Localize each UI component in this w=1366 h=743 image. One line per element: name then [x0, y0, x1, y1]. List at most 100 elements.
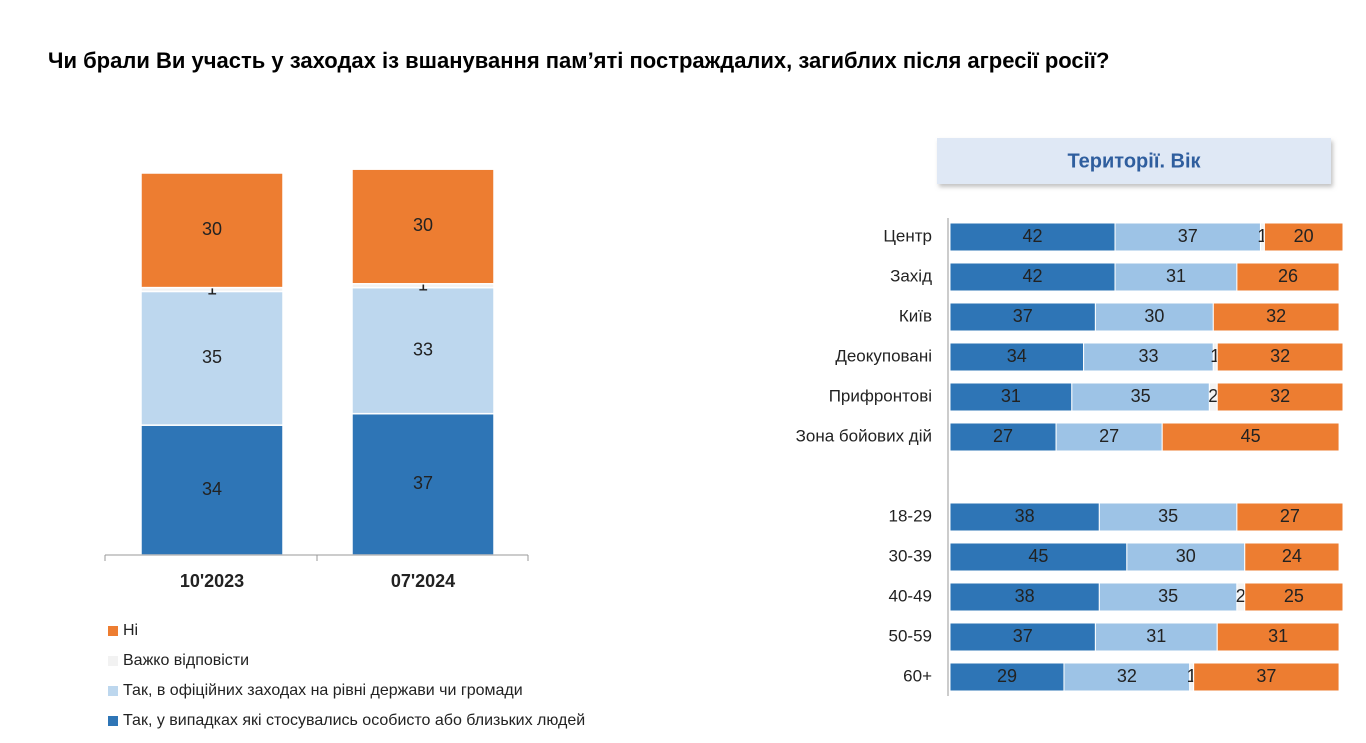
bar-segment — [949, 422, 1057, 452]
legend-swatch — [108, 656, 118, 666]
data-label: 45 — [1241, 426, 1261, 446]
legend-swatch — [108, 716, 118, 726]
bar-segment — [1098, 502, 1238, 532]
legend-label: Важко відповісти — [123, 652, 249, 669]
data-label: 1 — [1210, 346, 1220, 366]
bar-segment — [949, 502, 1100, 532]
data-label: 30 — [202, 219, 222, 239]
y-tick-label: 30-39 — [889, 546, 932, 565]
data-label: 27 — [1280, 506, 1300, 526]
bar-segment — [949, 382, 1073, 412]
y-tick-label: Центр — [883, 226, 932, 245]
y-tick-label: Захід — [890, 266, 932, 285]
bar-segment — [1098, 582, 1238, 612]
data-label: 31 — [1166, 266, 1186, 286]
bar-segment — [949, 582, 1100, 612]
bar-segment — [1193, 662, 1340, 692]
bar-segment — [1083, 342, 1214, 372]
data-label: 27 — [993, 426, 1013, 446]
data-label: 30 — [1176, 546, 1196, 566]
bar-segment — [1244, 582, 1344, 612]
data-label: 30 — [413, 215, 433, 235]
legend-label: Так, в офіційних заходах на рівні держав… — [123, 682, 523, 699]
data-label: 34 — [1007, 346, 1027, 366]
bar-segment — [1244, 542, 1340, 572]
data-label: 1 — [1257, 226, 1267, 246]
data-label: 27 — [1099, 426, 1119, 446]
data-label: 42 — [1023, 226, 1043, 246]
bar-segment — [1216, 382, 1344, 412]
data-label: 37 — [1013, 626, 1033, 646]
bar-segment — [351, 168, 495, 285]
bar-segment — [949, 622, 1096, 652]
data-label: 32 — [1270, 346, 1290, 366]
data-label: 33 — [413, 339, 433, 359]
panel-title: Території. Вік — [1067, 150, 1201, 172]
y-tick-label: 50-59 — [889, 626, 932, 645]
bar-segment — [949, 342, 1085, 372]
data-label: 31 — [1268, 626, 1288, 646]
bar-segment — [1216, 342, 1344, 372]
bar-segment — [949, 302, 1096, 332]
data-label: 35 — [1158, 506, 1178, 526]
x-tick-label: 07'2024 — [391, 571, 455, 591]
slide-title: Чи брали Ви участь у заходах із вшануван… — [48, 48, 1109, 73]
data-label: 35 — [1158, 586, 1178, 606]
y-tick-label: Деокуповані — [835, 346, 932, 365]
bar-segment — [1126, 542, 1246, 572]
data-label: 26 — [1278, 266, 1298, 286]
y-tick-label: 60+ — [903, 666, 932, 685]
data-label: 29 — [997, 666, 1017, 686]
data-label: 1 — [1187, 666, 1197, 686]
panel-header — [937, 138, 1331, 184]
bar-segment — [1161, 422, 1340, 452]
y-tick-label: Зона бойових дій — [796, 426, 932, 445]
legend-label: Ні — [123, 622, 138, 639]
data-label: 42 — [1023, 266, 1043, 286]
bar-segment — [140, 172, 284, 289]
data-label: 20 — [1294, 226, 1314, 246]
bar-segment — [949, 542, 1128, 572]
bar-segment — [1063, 662, 1191, 692]
legend-swatch — [108, 686, 118, 696]
y-tick-label: 18-29 — [889, 506, 932, 525]
data-label: 33 — [1138, 346, 1158, 366]
bar-segment — [140, 424, 284, 556]
bar-segment — [949, 222, 1116, 252]
data-label: 34 — [202, 479, 222, 499]
data-label: 2 — [1236, 586, 1246, 606]
data-label: 32 — [1266, 306, 1286, 326]
bar-segment — [1094, 302, 1214, 332]
legend-swatch — [108, 626, 118, 636]
data-label: 38 — [1015, 586, 1035, 606]
bar-segment — [1236, 262, 1340, 292]
data-label: 37 — [413, 473, 433, 493]
bar-segment — [1055, 422, 1163, 452]
data-label: 31 — [1146, 626, 1166, 646]
data-label: 37 — [1256, 666, 1276, 686]
bar-segment — [1236, 502, 1344, 532]
bar-segment — [1263, 222, 1344, 252]
data-label: 35 — [1131, 386, 1151, 406]
y-tick-label: 40-49 — [889, 586, 932, 605]
bar-segment — [949, 262, 1116, 292]
data-label: 2 — [1208, 386, 1218, 406]
x-tick-label: 10'2023 — [180, 571, 244, 591]
bar-segment — [1212, 302, 1340, 332]
bar-segment — [1114, 262, 1238, 292]
data-label: 30 — [1144, 306, 1164, 326]
bar-segment — [1071, 382, 1210, 412]
bar-segment — [1094, 622, 1218, 652]
data-label: 38 — [1015, 506, 1035, 526]
y-tick-label: Прифронтові — [829, 386, 932, 405]
data-label: 24 — [1282, 546, 1302, 566]
data-label: 32 — [1270, 386, 1290, 406]
data-label: 31 — [1001, 386, 1021, 406]
data-label: 37 — [1013, 306, 1033, 326]
y-tick-label: Київ — [899, 306, 932, 325]
bar-segment — [949, 662, 1065, 692]
data-label: 35 — [202, 347, 222, 367]
data-label: 37 — [1178, 226, 1198, 246]
data-label: 25 — [1284, 586, 1304, 606]
